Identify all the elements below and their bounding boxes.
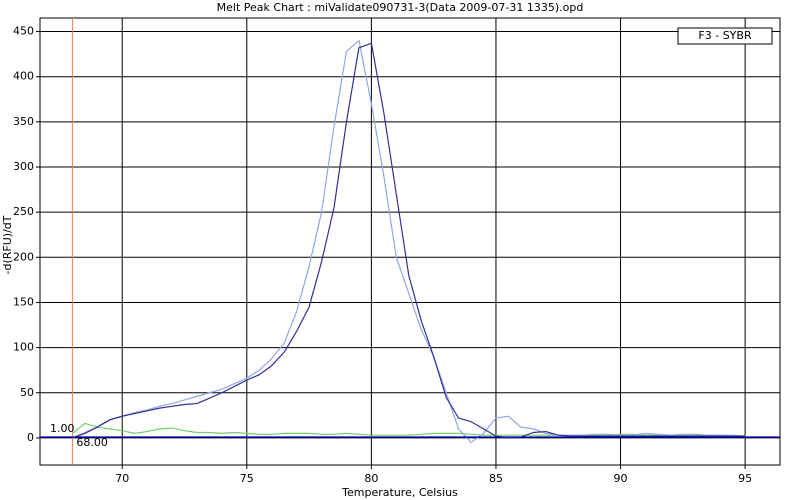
y-tick-label: 0 — [27, 431, 34, 444]
data-line — [72, 422, 746, 437]
x-axis-label: Temperature, Celsius — [341, 486, 458, 499]
x-tick-label: 70 — [115, 472, 129, 485]
y-tick-label: 250 — [13, 205, 34, 218]
legend-label: F3 - SYBR — [698, 29, 752, 42]
x-tick-label: 75 — [240, 472, 254, 485]
threshold-label: 1.00 — [50, 422, 75, 435]
y-tick-label: 100 — [13, 341, 34, 354]
x-tick-label: 85 — [489, 472, 503, 485]
y-tick-label: 400 — [13, 70, 34, 83]
data-line — [72, 42, 746, 439]
data-line — [72, 39, 746, 444]
x-tick-label: 90 — [614, 472, 628, 485]
y-tick-label: 150 — [13, 295, 34, 308]
y-axis-label: -d(RFU)/dT — [1, 215, 14, 274]
y-tick-label: 200 — [13, 250, 34, 263]
y-tick-label: 50 — [20, 386, 34, 399]
y-tick-label: 350 — [13, 115, 34, 128]
y-tick-label: 300 — [13, 160, 34, 173]
y-tick-label: 450 — [13, 25, 34, 38]
x-tick-label: 80 — [364, 472, 378, 485]
legend-box — [677, 27, 773, 45]
marker-label: 68.00 — [76, 436, 108, 449]
plot-area — [39, 17, 781, 466]
chart-title: Melt Peak Chart : miValidate090731-3(Dat… — [217, 1, 584, 14]
x-tick-label: 95 — [738, 472, 752, 485]
